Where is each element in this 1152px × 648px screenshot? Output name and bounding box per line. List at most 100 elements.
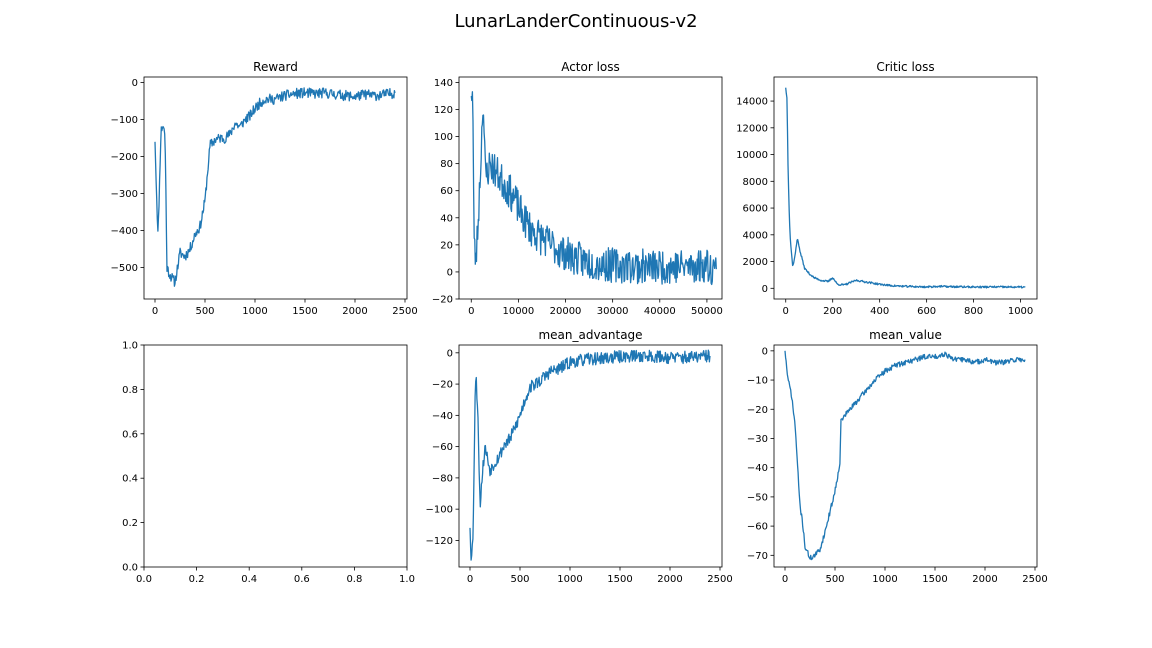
y-tick-label: 120 [434, 105, 453, 116]
y-tick-label: 80 [440, 159, 453, 170]
y-tick-label: −70 [747, 551, 768, 562]
y-tick-label: −300 [111, 189, 138, 200]
subplot-title: Actor loss [561, 60, 620, 74]
x-tick-label: 0 [467, 574, 473, 585]
plot-area [773, 344, 1038, 568]
figure-title: LunarLanderContinuous-v2 [454, 11, 697, 32]
x-tick-label: 0.4 [241, 574, 257, 585]
y-tick-label: −400 [111, 226, 138, 237]
y-tick-label: 4000 [743, 230, 768, 241]
subplot-title: mean_advantage [538, 328, 642, 342]
y-tick-label: −20 [432, 295, 453, 306]
y-tick-label: 0.6 [122, 429, 138, 440]
x-tick-label: 400 [870, 306, 889, 317]
y-tick-label: 0 [447, 348, 453, 359]
x-tick-label: 0 [152, 306, 158, 317]
y-tick-label: 60 [440, 186, 453, 197]
y-tick-label: 140 [434, 78, 453, 89]
x-tick-label: 1000 [872, 574, 897, 585]
y-tick-label: −20 [432, 380, 453, 391]
x-tick-label: 0.0 [136, 574, 152, 585]
x-tick-label: 10000 [502, 306, 534, 317]
y-tick-label: 10000 [736, 150, 768, 161]
subplot-5: mean_advantage 0 500 1000 1500 2000 2500 0 −20 −4… [426, 328, 733, 585]
y-tick-label: −60 [432, 442, 453, 453]
y-tick-label: 14000 [736, 97, 768, 108]
x-tick-label: 600 [917, 306, 936, 317]
y-tick-label: −60 [747, 522, 768, 533]
y-tick-label: 6000 [743, 204, 768, 215]
x-tick-label: 1500 [292, 306, 317, 317]
y-tick-label: 0.4 [122, 474, 138, 485]
y-tick-label: 12000 [736, 123, 768, 134]
y-tick-label: 0 [447, 267, 453, 278]
y-tick-label: 0 [762, 346, 768, 357]
x-tick-label: 40000 [644, 306, 676, 317]
x-tick-label: 1000 [1008, 306, 1033, 317]
series-line [785, 87, 1026, 289]
y-tick-label: 0.8 [122, 385, 138, 396]
y-tick-label: −30 [747, 434, 768, 445]
y-tick-label: 0.2 [122, 518, 138, 529]
series-line [470, 91, 717, 286]
y-tick-label: −10 [747, 376, 768, 387]
x-tick-label: 2000 [657, 574, 682, 585]
x-tick-label: 2500 [1022, 574, 1047, 585]
plot-area [773, 76, 1038, 300]
y-tick-label: 40 [440, 213, 453, 224]
y-tick-label: −500 [111, 263, 138, 274]
y-tick-label: −20 [747, 405, 768, 416]
subplot-title: Critic loss [876, 60, 934, 74]
subplot-2: Actor loss 0 10000 20000 30000 40000 50000 −20 0… [432, 60, 723, 317]
y-tick-label: −80 [432, 473, 453, 484]
x-tick-label: 1500 [922, 574, 947, 585]
y-tick-label: −50 [747, 492, 768, 503]
subplot-title: mean_value [869, 328, 942, 342]
y-tick-label: −40 [432, 411, 453, 422]
x-tick-label: 2500 [707, 574, 732, 585]
x-tick-label: 1000 [557, 574, 582, 585]
y-tick-label: 0 [132, 78, 138, 89]
x-tick-label: 20000 [550, 306, 582, 317]
x-tick-label: 50000 [691, 306, 723, 317]
y-tick-label: 1.0 [122, 341, 138, 352]
series-line [154, 87, 396, 287]
plot-area [143, 76, 408, 300]
y-tick-label: 0 [762, 284, 768, 295]
x-tick-label: 800 [964, 306, 983, 317]
x-tick-label: 2000 [972, 574, 997, 585]
plot-area [458, 344, 723, 568]
x-tick-label: 30000 [597, 306, 629, 317]
x-tick-label: 0.6 [294, 574, 310, 585]
series-line [469, 349, 711, 561]
series-line [784, 350, 1026, 561]
x-tick-label: 500 [825, 574, 844, 585]
y-tick-label: 2000 [743, 257, 768, 268]
x-tick-label: 2000 [342, 306, 367, 317]
subplot-4: 0.0 0.2 0.4 0.6 0.8 1.0 0.0 0.2 0.4 0.6 0.8 1.0 [122, 341, 415, 586]
x-tick-label: 1500 [607, 574, 632, 585]
y-tick-label: −120 [426, 536, 453, 547]
x-tick-label: 0 [468, 306, 474, 317]
x-tick-label: 0 [782, 574, 788, 585]
subplot-1: Reward 0 500 1000 1500 2000 2500 0 −100 −200 −300 −… [111, 60, 418, 317]
y-tick-label: −40 [747, 463, 768, 474]
x-tick-label: 0.8 [346, 574, 362, 585]
subplot-6: mean_value 0 500 1000 1500 2000 2500 0 −10 −20 −30… [747, 328, 1048, 585]
plot-area [143, 344, 408, 568]
x-tick-label: 2500 [392, 306, 417, 317]
x-tick-label: 1000 [242, 306, 267, 317]
y-tick-label: −100 [111, 115, 138, 126]
x-tick-label: 500 [195, 306, 214, 317]
y-tick-label: 8000 [743, 177, 768, 188]
y-tick-label: 100 [434, 132, 453, 143]
y-tick-label: −200 [111, 152, 138, 163]
x-tick-label: 0.2 [189, 574, 205, 585]
x-tick-label: 500 [510, 574, 529, 585]
y-tick-label: −100 [426, 505, 453, 516]
x-tick-label: 0 [783, 306, 789, 317]
subplot-title: Reward [253, 60, 298, 74]
